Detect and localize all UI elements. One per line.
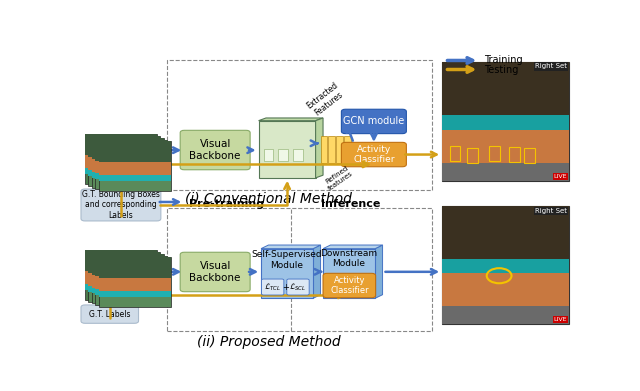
Polygon shape (259, 118, 323, 121)
Polygon shape (375, 245, 383, 298)
FancyBboxPatch shape (95, 256, 167, 278)
FancyBboxPatch shape (99, 257, 171, 307)
FancyBboxPatch shape (323, 273, 376, 298)
Text: (i) Conventional Method: (i) Conventional Method (185, 192, 352, 206)
Text: Visual
Backbone: Visual Backbone (189, 139, 241, 161)
FancyBboxPatch shape (99, 175, 171, 181)
FancyBboxPatch shape (88, 273, 161, 287)
FancyBboxPatch shape (328, 136, 335, 163)
FancyBboxPatch shape (85, 168, 157, 174)
FancyBboxPatch shape (99, 142, 171, 164)
Text: G.T. Labels: G.T. Labels (89, 310, 131, 319)
Text: Pre-training: Pre-training (189, 199, 264, 209)
FancyBboxPatch shape (95, 161, 167, 174)
FancyBboxPatch shape (92, 287, 164, 294)
Text: Right Set: Right Set (535, 63, 567, 70)
FancyBboxPatch shape (442, 62, 568, 181)
FancyBboxPatch shape (99, 257, 171, 280)
FancyBboxPatch shape (442, 115, 568, 131)
FancyBboxPatch shape (92, 254, 164, 303)
Polygon shape (259, 121, 316, 178)
FancyBboxPatch shape (85, 155, 157, 169)
FancyBboxPatch shape (95, 256, 167, 305)
FancyBboxPatch shape (442, 163, 568, 181)
FancyBboxPatch shape (262, 279, 284, 295)
FancyBboxPatch shape (442, 206, 568, 324)
FancyBboxPatch shape (442, 259, 568, 274)
FancyBboxPatch shape (442, 62, 568, 115)
FancyBboxPatch shape (85, 250, 157, 300)
FancyBboxPatch shape (180, 252, 250, 292)
FancyBboxPatch shape (278, 149, 289, 161)
Text: +: + (282, 283, 289, 292)
FancyBboxPatch shape (442, 206, 568, 259)
Text: (ii) Proposed Method: (ii) Proposed Method (196, 335, 340, 349)
FancyBboxPatch shape (99, 291, 171, 297)
FancyBboxPatch shape (442, 130, 568, 163)
Text: Activity
Classifier: Activity Classifier (330, 276, 369, 295)
FancyBboxPatch shape (88, 136, 161, 158)
Polygon shape (261, 249, 313, 298)
FancyBboxPatch shape (85, 271, 157, 285)
FancyBboxPatch shape (81, 305, 138, 323)
FancyBboxPatch shape (293, 149, 303, 161)
FancyBboxPatch shape (95, 289, 167, 295)
FancyBboxPatch shape (85, 134, 157, 184)
FancyBboxPatch shape (341, 109, 406, 134)
FancyBboxPatch shape (92, 274, 164, 289)
FancyBboxPatch shape (92, 138, 164, 188)
FancyBboxPatch shape (180, 130, 250, 170)
FancyBboxPatch shape (95, 276, 167, 291)
Polygon shape (316, 118, 323, 178)
FancyBboxPatch shape (92, 254, 164, 276)
FancyBboxPatch shape (321, 136, 327, 163)
Text: Extracted
Features: Extracted Features (305, 81, 346, 119)
Text: Testing: Testing (484, 65, 518, 75)
FancyBboxPatch shape (99, 278, 171, 292)
Text: GCN module: GCN module (343, 117, 404, 126)
Polygon shape (323, 249, 375, 298)
FancyBboxPatch shape (337, 136, 343, 163)
FancyBboxPatch shape (287, 279, 309, 295)
Text: Activity
Classifier: Activity Classifier (353, 145, 395, 164)
Polygon shape (313, 245, 321, 298)
FancyBboxPatch shape (92, 138, 164, 160)
FancyBboxPatch shape (88, 157, 161, 171)
FancyBboxPatch shape (442, 273, 568, 306)
Text: Refined
features: Refined features (323, 164, 355, 192)
FancyBboxPatch shape (85, 134, 157, 156)
FancyBboxPatch shape (88, 136, 161, 186)
Text: LIVE: LIVE (554, 174, 567, 179)
FancyBboxPatch shape (442, 306, 568, 324)
FancyBboxPatch shape (341, 142, 406, 167)
FancyBboxPatch shape (81, 189, 161, 221)
FancyBboxPatch shape (88, 252, 161, 274)
Text: Training: Training (484, 56, 523, 65)
FancyBboxPatch shape (95, 140, 167, 189)
Text: G.T. Bounding Boxes
and corresponding
Labels: G.T. Bounding Boxes and corresponding La… (82, 190, 160, 220)
FancyBboxPatch shape (88, 286, 161, 292)
Polygon shape (323, 245, 383, 249)
Text: Downstream
Module: Downstream Module (321, 249, 378, 268)
FancyBboxPatch shape (95, 140, 167, 162)
Text: Self-Supervised
Module: Self-Supervised Module (252, 250, 323, 270)
Text: Visual
Backbone: Visual Backbone (189, 261, 241, 283)
Text: $\mathcal{L}_{TCL}$: $\mathcal{L}_{TCL}$ (264, 281, 281, 293)
FancyBboxPatch shape (88, 252, 161, 301)
FancyBboxPatch shape (92, 172, 164, 178)
FancyBboxPatch shape (264, 149, 273, 161)
Text: $\mathcal{L}_{SCL}$: $\mathcal{L}_{SCL}$ (289, 281, 307, 293)
FancyBboxPatch shape (92, 159, 164, 172)
FancyBboxPatch shape (85, 284, 157, 290)
FancyBboxPatch shape (99, 162, 171, 176)
Text: Inference: Inference (321, 199, 380, 209)
Polygon shape (261, 245, 321, 249)
FancyBboxPatch shape (344, 136, 351, 163)
FancyBboxPatch shape (88, 170, 161, 176)
FancyBboxPatch shape (99, 142, 171, 191)
Text: LIVE: LIVE (554, 317, 567, 323)
Text: Right Set: Right Set (535, 208, 567, 214)
FancyBboxPatch shape (95, 174, 167, 179)
FancyBboxPatch shape (85, 250, 157, 273)
